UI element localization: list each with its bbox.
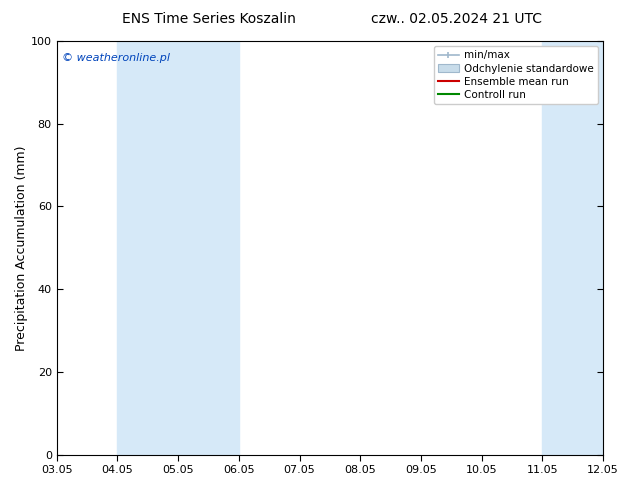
Y-axis label: Precipitation Accumulation (mm): Precipitation Accumulation (mm) xyxy=(15,145,28,350)
Bar xyxy=(117,41,239,455)
Text: ENS Time Series Koszalin: ENS Time Series Koszalin xyxy=(122,12,296,26)
Text: © weatheronline.pl: © weatheronline.pl xyxy=(62,53,170,64)
Bar xyxy=(543,41,603,455)
Bar xyxy=(603,41,634,455)
Text: czw.. 02.05.2024 21 UTC: czw.. 02.05.2024 21 UTC xyxy=(371,12,542,26)
Legend: min/max, Odchylenie standardowe, Ensemble mean run, Controll run: min/max, Odchylenie standardowe, Ensembl… xyxy=(434,46,598,104)
